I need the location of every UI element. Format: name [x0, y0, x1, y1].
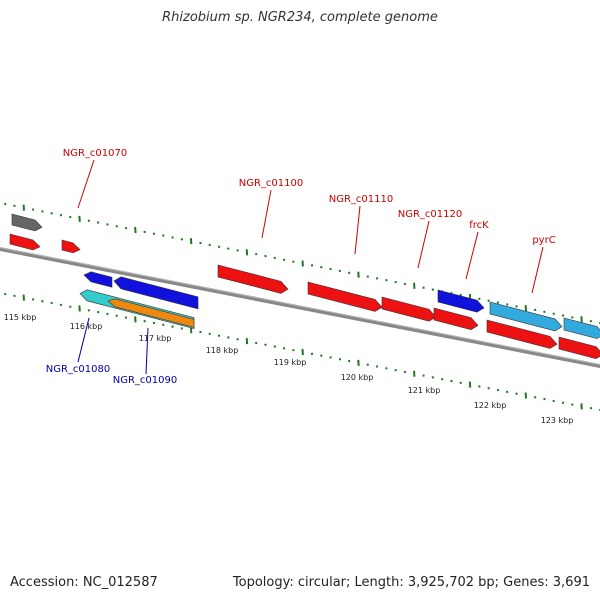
f-lb-right-arrow: [563, 317, 600, 339]
gene-label: pyrC: [532, 235, 555, 246]
f-red-frck-low-arrow: [433, 307, 479, 330]
gene-label: frcK: [469, 220, 489, 231]
gene-label: NGR_c01110: [329, 194, 394, 205]
lower-tick-track: [4, 292, 600, 412]
leader-line: [77, 317, 90, 363]
genome-backbone: [0, 246, 600, 369]
page-title: Rhizobium sp. NGR234, complete genome: [162, 10, 438, 25]
axis-tick-label: 121 kbp: [408, 386, 441, 395]
backbone-highlight: [0, 246, 600, 366]
gene-label: NGR_c01070: [63, 148, 128, 159]
f-red-1120-arrow: [381, 296, 437, 322]
accession-text: Accession: NC_012587: [10, 575, 158, 590]
leader-line: [77, 159, 95, 209]
axis-tick-label: 115 kbp: [4, 313, 37, 322]
f-orange-arrow: [107, 298, 195, 328]
axis-tick-label: 118 kbp: [206, 346, 239, 355]
f-blue-long-arrow: [113, 276, 199, 310]
genome-summary-text: Topology: circular; Length: 3,925,702 bp…: [232, 575, 590, 590]
axis-tick-label: 116 kbp: [70, 322, 103, 331]
gene-label: NGR_c01120: [398, 209, 463, 220]
f-blue-frck-arrow: [437, 289, 485, 313]
f-red-b-arrow: [61, 239, 81, 254]
f-red-1110-arrow: [307, 281, 383, 312]
leader-line: [145, 327, 149, 375]
leader-line: [261, 189, 272, 239]
axis-tick-label: 122 kbp: [474, 401, 507, 410]
axis-tick-label: 119 kbp: [274, 358, 307, 367]
axis-tick-label: 117 kbp: [139, 334, 172, 343]
axis-tick-label: 120 kbp: [341, 373, 374, 382]
gene-label: NGR_c01090: [113, 375, 178, 386]
f-red-low-2-arrow: [558, 336, 600, 359]
leader-line: [354, 205, 361, 255]
upper-tick-track: [4, 202, 600, 325]
f-lb-pyrc-arrow: [489, 301, 563, 332]
f-red-low-1-arrow: [486, 319, 558, 349]
feature-layer: [9, 213, 600, 359]
axis-tick-label: 123 kbp: [541, 416, 574, 425]
f-blue-small-arrow: [83, 271, 113, 288]
leader-line: [531, 246, 544, 294]
leader-line: [417, 220, 430, 269]
f-red-1100-arrow: [217, 264, 289, 294]
gene-label: NGR_c01080: [46, 364, 111, 375]
gene-label: NGR_c01100: [239, 178, 304, 189]
f-red-a-arrow: [9, 233, 41, 251]
leader-line: [465, 231, 479, 280]
backbone-line: [0, 246, 600, 369]
axis-label-layer: 115 kbp 116 kbp 117 kbp 118 kbp 119 kbp 120 k…: [4, 313, 574, 425]
f-gray-arrow: [11, 213, 43, 232]
